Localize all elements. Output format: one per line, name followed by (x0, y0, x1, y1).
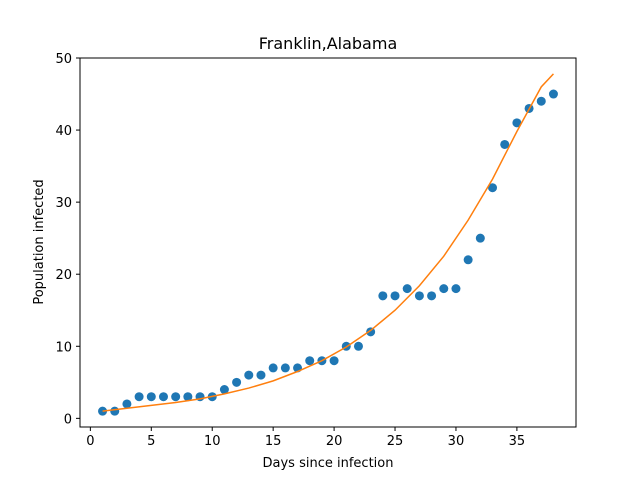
data-point (366, 327, 376, 337)
data-point (122, 399, 132, 409)
data-point (329, 356, 339, 366)
data-point (305, 356, 315, 366)
y-tick-label: 10 (55, 340, 72, 355)
data-point (98, 406, 108, 416)
data-point (390, 291, 400, 301)
data-point (451, 284, 461, 294)
y-tick-label: 0 (64, 412, 72, 427)
data-point (244, 370, 254, 380)
y-tick-label: 30 (55, 196, 72, 211)
data-point (500, 139, 510, 149)
x-tick-label: 0 (86, 434, 94, 449)
data-point (548, 89, 558, 99)
data-point (488, 183, 498, 193)
data-point (427, 291, 437, 301)
data-point (183, 392, 193, 402)
y-axis: 0 10 20 30 40 50 (55, 52, 80, 427)
data-point (536, 96, 546, 106)
data-point (256, 370, 266, 380)
chart-title: Franklin,Alabama (259, 34, 398, 53)
x-tick-label: 5 (147, 434, 155, 449)
data-point (280, 363, 290, 373)
y-tick-label: 50 (55, 52, 72, 67)
data-point (414, 291, 424, 301)
plot-area (98, 73, 558, 416)
y-tick-label: 40 (55, 124, 72, 139)
data-point (146, 392, 156, 402)
data-point (378, 291, 388, 301)
x-tick-label: 10 (204, 434, 221, 449)
data-point (439, 284, 449, 294)
data-point (110, 406, 120, 416)
plot-frame (79, 57, 577, 428)
fit-line (102, 73, 554, 412)
data-point (134, 392, 144, 402)
data-point (171, 392, 181, 402)
x-axis-label: Days since infection (263, 456, 394, 471)
data-point (158, 392, 168, 402)
data-point (475, 233, 485, 243)
x-axis: 0 5 10 15 20 25 30 35 (86, 427, 525, 449)
data-point (353, 341, 363, 351)
x-tick-label: 30 (448, 434, 465, 449)
data-point (463, 255, 473, 265)
data-point (219, 385, 229, 395)
x-tick-label: 25 (387, 434, 404, 449)
x-tick-label: 35 (509, 434, 526, 449)
y-tick-label: 20 (55, 268, 72, 283)
y-axis-label: Population infected (32, 179, 47, 304)
data-point (402, 284, 412, 294)
data-point (232, 377, 242, 387)
x-tick-label: 15 (265, 434, 282, 449)
data-point (268, 363, 278, 373)
data-point (512, 118, 522, 128)
x-tick-label: 20 (326, 434, 343, 449)
